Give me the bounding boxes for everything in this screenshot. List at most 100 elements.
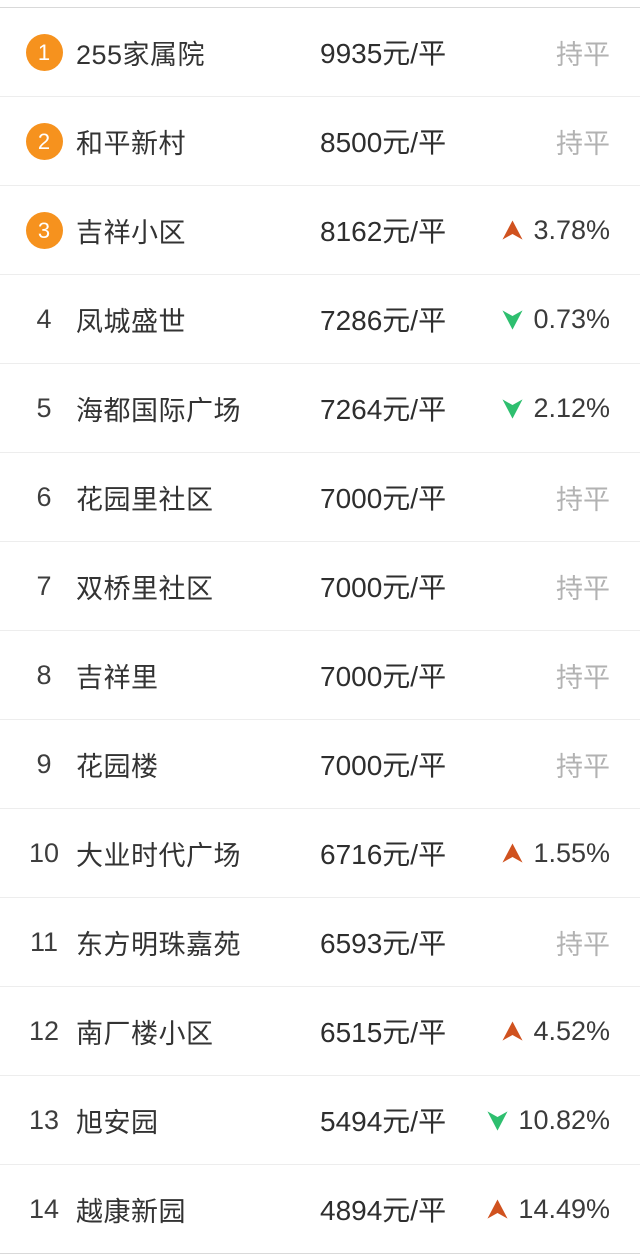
price-per-sqm: 7000元/平	[320, 572, 447, 603]
change-value: 持平	[556, 484, 610, 515]
ranking-row[interactable]: 7 双桥里社区 7000元/平 持平	[0, 542, 640, 631]
down-arrow-icon	[487, 1110, 508, 1131]
ranking-row[interactable]: 2 和平新村 8500元/平 持平	[0, 97, 640, 186]
ranking-row[interactable]: 14 越康新园 4894元/平 14.49%	[0, 1165, 640, 1254]
ranking-row[interactable]: 8 吉祥里 7000元/平 持平	[0, 631, 640, 720]
rank-cell: 5	[24, 393, 64, 424]
ranking-row[interactable]: 12 南厂楼小区 6515元/平 4.52%	[0, 987, 640, 1076]
price-change: 10.82%	[486, 1105, 610, 1136]
up-arrow-icon	[502, 219, 523, 240]
rank-number: 14	[28, 1193, 60, 1224]
change-value: 持平	[556, 662, 610, 693]
price-change: 持平	[556, 567, 610, 606]
community-name: 花园楼	[76, 751, 159, 782]
rank-cell: 10	[24, 838, 64, 869]
change-value: 持平	[556, 128, 610, 159]
price-per-sqm: 9935元/平	[320, 38, 447, 69]
price-change: 持平	[556, 923, 610, 962]
price-change: 持平	[556, 745, 610, 784]
price-per-sqm: 6515元/平	[320, 1017, 447, 1048]
price-change: 持平	[556, 122, 610, 161]
price-per-sqm: 6593元/平	[320, 928, 447, 959]
ranking-row[interactable]: 13 旭安园 5494元/平 10.82%	[0, 1076, 640, 1165]
price-per-sqm: 7286元/平	[320, 305, 447, 336]
community-name: 大业时代广场	[76, 840, 241, 871]
community-name: 凤城盛世	[76, 306, 186, 337]
ranking-row[interactable]: 1 255家属院 9935元/平 持平	[0, 8, 640, 97]
community-name: 海都国际广场	[76, 395, 241, 426]
price-change: 2.12%	[501, 393, 610, 424]
community-name: 吉祥里	[76, 662, 159, 693]
rank-badge: 3	[25, 211, 63, 249]
change-value: 0.73%	[533, 303, 610, 334]
price-change: 0.73%	[501, 304, 610, 335]
community-name: 越康新园	[76, 1196, 186, 1227]
rank-number: 7	[36, 570, 52, 601]
community-price-ranking-list: 1 255家属院 9935元/平 持平 2 和平新村 8500元/平 持平 3 …	[0, 8, 640, 1254]
up-arrow-icon	[502, 842, 523, 863]
price-change: 持平	[556, 656, 610, 695]
price-per-sqm: 7000元/平	[320, 750, 447, 781]
rank-cell: 4	[24, 304, 64, 335]
community-name: 花园里社区	[76, 484, 214, 515]
ranking-row[interactable]: 10 大业时代广场 6716元/平 1.55%	[0, 809, 640, 898]
ranking-row[interactable]: 5 海都国际广场 7264元/平 2.12%	[0, 364, 640, 453]
community-name: 255家属院	[76, 39, 206, 70]
change-value: 3.78%	[533, 214, 610, 245]
price-per-sqm: 8162元/平	[320, 216, 447, 247]
top-divider	[0, 0, 640, 8]
rank-badge: 2	[25, 122, 63, 160]
price-change: 1.55%	[501, 838, 610, 869]
rank-badge: 1	[25, 33, 63, 71]
price-change: 持平	[556, 33, 610, 72]
rank-number: 5	[36, 392, 52, 423]
price-change: 3.78%	[501, 215, 610, 246]
down-arrow-icon	[502, 309, 523, 330]
rank-number: 11	[29, 926, 59, 957]
up-arrow-icon	[487, 1198, 508, 1219]
change-value: 1.55%	[533, 837, 610, 868]
ranking-row[interactable]: 9 花园楼 7000元/平 持平	[0, 720, 640, 809]
rank-cell: 1	[24, 33, 64, 71]
rank-cell: 8	[24, 660, 64, 691]
change-value: 持平	[556, 929, 610, 960]
rank-cell: 3	[24, 211, 64, 249]
community-name: 南厂楼小区	[76, 1018, 214, 1049]
rank-number: 8	[36, 659, 52, 690]
rank-cell: 13	[24, 1105, 64, 1136]
rank-number: 13	[28, 1104, 60, 1135]
rank-cell: 2	[24, 122, 64, 160]
change-value: 14.49%	[518, 1193, 610, 1224]
rank-cell: 14	[24, 1194, 64, 1225]
community-name: 和平新村	[76, 128, 186, 159]
down-arrow-icon	[502, 398, 523, 419]
rank-cell: 9	[24, 749, 64, 780]
ranking-row[interactable]: 3 吉祥小区 8162元/平 3.78%	[0, 186, 640, 275]
change-value: 持平	[556, 751, 610, 782]
up-arrow-icon	[502, 1020, 523, 1041]
price-change: 持平	[556, 478, 610, 517]
ranking-row[interactable]: 6 花园里社区 7000元/平 持平	[0, 453, 640, 542]
change-value: 持平	[556, 39, 610, 70]
price-per-sqm: 7000元/平	[320, 661, 447, 692]
rank-number: 9	[36, 748, 52, 779]
community-name: 吉祥小区	[76, 217, 186, 248]
rank-number: 6	[36, 481, 52, 512]
rank-number: 12	[28, 1015, 60, 1046]
price-per-sqm: 4894元/平	[320, 1195, 447, 1226]
community-name: 旭安园	[76, 1107, 159, 1138]
change-value: 持平	[556, 573, 610, 604]
rank-number: 10	[28, 837, 60, 868]
community-name: 东方明珠嘉苑	[76, 929, 241, 960]
change-value: 10.82%	[518, 1104, 610, 1135]
change-value: 4.52%	[533, 1015, 610, 1046]
ranking-row[interactable]: 11 东方明珠嘉苑 6593元/平 持平	[0, 898, 640, 987]
rank-cell: 6	[24, 482, 64, 513]
ranking-row[interactable]: 4 凤城盛世 7286元/平 0.73%	[0, 275, 640, 364]
rank-cell: 12	[24, 1016, 64, 1047]
price-per-sqm: 7264元/平	[320, 394, 447, 425]
rank-number: 4	[36, 303, 52, 334]
community-name: 双桥里社区	[76, 573, 214, 604]
price-per-sqm: 7000元/平	[320, 483, 447, 514]
